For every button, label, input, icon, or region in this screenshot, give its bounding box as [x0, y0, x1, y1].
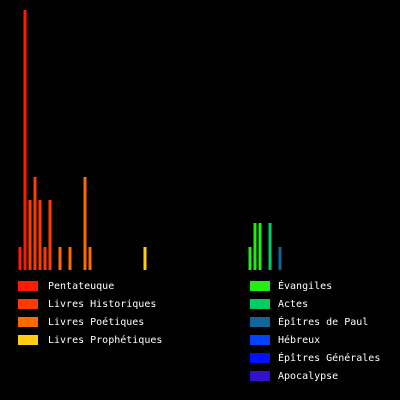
bar: [83, 177, 87, 270]
legend-swatch: [18, 299, 38, 309]
bar: [43, 247, 47, 270]
legend-swatch: [250, 335, 270, 345]
bar: [258, 223, 262, 270]
legend-label: Épîtres de Paul: [278, 315, 368, 328]
legend-swatch: [250, 371, 270, 381]
bar: [68, 247, 72, 270]
legend-label: Hébreux: [278, 334, 320, 346]
bar: [23, 10, 27, 270]
bar: [38, 200, 42, 270]
legend-label: Pentateuque: [48, 281, 114, 292]
bar: [248, 247, 252, 270]
legend-swatch: [18, 317, 38, 327]
legend-label: Évangiles: [278, 279, 332, 292]
bar: [33, 177, 37, 270]
bar: [143, 247, 147, 270]
bar: [268, 223, 272, 270]
legend-label: Actes: [278, 299, 308, 310]
legend-swatch: [250, 353, 270, 363]
legend-swatch: [18, 281, 38, 291]
bar: [18, 247, 22, 270]
bar: [58, 247, 62, 270]
legend-label: Livres Poétiques: [48, 316, 144, 328]
bar: [28, 200, 32, 270]
legend-label: Apocalypse: [278, 371, 338, 382]
legend-swatch: [18, 335, 38, 345]
legend-label: Épîtres Générales: [278, 351, 380, 364]
legend-label: Livres Historiques: [48, 299, 156, 310]
bar: [278, 247, 282, 270]
legend-swatch: [250, 281, 270, 291]
bar: [48, 200, 52, 270]
legend-swatch: [250, 317, 270, 327]
bar: [253, 223, 257, 270]
bar: [88, 247, 92, 270]
legend-label: Livres Prophétiques: [48, 334, 162, 346]
legend-swatch: [250, 299, 270, 309]
